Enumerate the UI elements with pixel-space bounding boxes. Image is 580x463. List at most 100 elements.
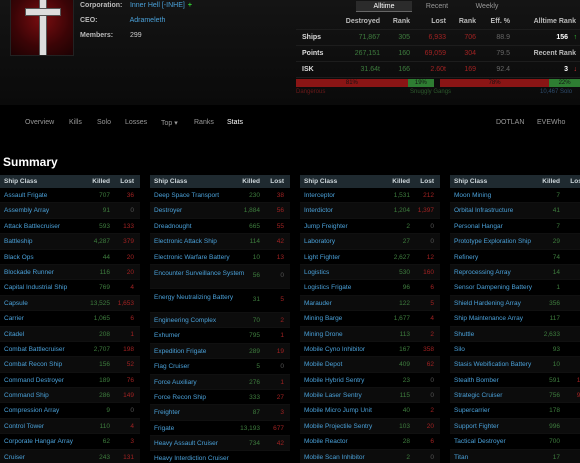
tab-weekly[interactable]: Weekly xyxy=(475,3,499,10)
ship-class-link[interactable]: Exhumer xyxy=(154,332,181,340)
nav-solo[interactable]: Solo xyxy=(97,119,112,126)
ship-class-link[interactable]: Attack Battlecruiser xyxy=(4,222,60,230)
ship-class-link[interactable]: Carrier xyxy=(4,315,24,323)
lost-count: 3 xyxy=(130,438,134,446)
ship-class-link[interactable]: Stealth Bomber xyxy=(454,376,499,384)
members-row: Members: 299 xyxy=(80,31,142,41)
lost-count: 131 xyxy=(123,453,134,461)
ship-class-link[interactable]: Prototype Exploration Ship xyxy=(454,238,531,246)
nav-dotlan[interactable]: DOTLAN xyxy=(496,119,525,126)
ship-class-link[interactable]: Destroyer xyxy=(154,207,183,215)
ship-class-link[interactable]: Support Fighter xyxy=(454,422,499,430)
ship-class-link[interactable]: Citadel xyxy=(4,330,25,338)
corporation-row: Corporation: Inner Hell [-INHE] + xyxy=(80,1,192,11)
nav-top-dropdown[interactable]: Top ▾ xyxy=(161,120,178,127)
ship-class-link[interactable]: Mobile Reactor xyxy=(304,438,348,446)
killed-count: 31 xyxy=(252,295,260,303)
ship-class-link[interactable]: Jump Freighter xyxy=(304,222,348,230)
ship-class-link[interactable]: Shield Hardening Array xyxy=(454,299,521,307)
ship-class-link[interactable]: Frigate xyxy=(154,424,175,432)
ship-class-link[interactable]: Command Ship xyxy=(4,392,49,400)
ceo-link[interactable]: Adrameleth xyxy=(129,17,166,24)
ship-class-link[interactable]: Mobile Micro Jump Unit xyxy=(304,407,372,415)
nav-kills[interactable]: Kills xyxy=(69,119,82,126)
ship-class-link[interactable]: Sensor Dampening Battery xyxy=(454,284,533,292)
ship-class-link[interactable]: Silo xyxy=(454,345,465,353)
ship-class-link[interactable]: Dreadnought xyxy=(154,222,192,230)
killed-count: 2 xyxy=(406,453,410,461)
ship-class-link[interactable]: Force Auxiliary xyxy=(154,378,197,386)
killed-count: 10 xyxy=(252,253,260,261)
ship-class-link[interactable]: Logistics xyxy=(304,268,330,276)
ship-class-link[interactable]: Electronic Attack Ship xyxy=(154,238,217,246)
killed-count: 333 xyxy=(249,393,260,401)
ship-class-link[interactable]: Mobile Hybrid Sentry xyxy=(304,376,365,384)
ceo-row: CEO: Adrameleth xyxy=(80,16,165,26)
ship-class-link[interactable]: Heavy Assault Cruiser xyxy=(154,440,218,448)
ship-class-link[interactable]: Ship Maintenance Array xyxy=(454,315,524,323)
ship-class-link[interactable]: Mobile Cyno Inhibitor xyxy=(304,345,366,353)
ship-class-link[interactable]: Mobile Laser Sentry xyxy=(304,392,362,400)
ship-class-link[interactable]: Battleship xyxy=(4,238,33,246)
ship-class-link[interactable]: Heavy Interdiction Cruiser xyxy=(154,455,229,463)
nav-overview[interactable]: Overview xyxy=(25,119,55,126)
ship-class-link[interactable]: Mining Barge xyxy=(304,315,343,323)
ship-class-link[interactable]: Flag Cruiser xyxy=(154,363,190,371)
ship-class-link[interactable]: Shuttle xyxy=(454,330,475,338)
ship-class-link[interactable]: Mining Drone xyxy=(304,330,343,338)
ship-class-link[interactable]: Light Fighter xyxy=(304,253,341,261)
nav-losses[interactable]: Losses xyxy=(125,119,148,126)
tab-alltime[interactable]: Alltime xyxy=(356,1,412,12)
ship-class-link[interactable]: Interceptor xyxy=(304,192,336,199)
ship-class-link[interactable]: Encounter Surveillance System xyxy=(154,269,245,277)
ship-class-link[interactable]: Assault Frigate xyxy=(4,192,48,199)
ship-class-link[interactable]: Reprocessing Array xyxy=(454,268,511,276)
ship-class-link[interactable]: Compression Array xyxy=(4,407,60,415)
ship-class-link[interactable]: Corporate Hangar Array xyxy=(4,438,74,446)
ship-class-link[interactable]: Assembly Array xyxy=(4,207,50,215)
ship-class-link[interactable]: Mobile Depot xyxy=(304,361,343,369)
ship-class-link[interactable]: Laboratory xyxy=(304,238,336,246)
ship-class-link[interactable]: Control Tower xyxy=(4,422,44,430)
ship-class-link[interactable]: Tactical Destroyer xyxy=(454,438,506,446)
dangerous-bar: 81% 19% xyxy=(296,79,434,87)
nav-evewho[interactable]: EVEWho xyxy=(537,119,566,126)
ship-class-link[interactable]: Black Ops xyxy=(4,253,34,261)
nav-ranks[interactable]: Ranks xyxy=(194,119,214,126)
lost-count: 20 xyxy=(126,268,134,276)
ship-class-link[interactable]: Energy Neutralizing Battery xyxy=(154,293,234,301)
ship-class-link[interactable]: Cruiser xyxy=(4,453,25,461)
ship-class-link[interactable]: Force Recon Ship xyxy=(154,393,207,401)
ship-class-link[interactable]: Marauder xyxy=(304,299,332,307)
ship-class-link[interactable]: Expedition Frigate xyxy=(154,347,207,355)
ship-class-link[interactable]: Logistics Frigate xyxy=(304,284,352,292)
ship-class-link[interactable]: Engineering Complex xyxy=(154,316,217,324)
ship-class-link[interactable]: Combat Recon Ship xyxy=(4,361,63,369)
ship-class-link[interactable]: Capital Industrial Ship xyxy=(4,284,68,292)
killed-count: 1,677 xyxy=(393,315,410,323)
ship-class-link[interactable]: Capsule xyxy=(4,299,28,307)
ship-class-link[interactable]: Blockade Runner xyxy=(4,268,54,276)
ship-class-link[interactable]: Orbital Infrastructure xyxy=(454,207,514,215)
ship-class-link[interactable]: Mobile Projectile Sentry xyxy=(304,422,373,430)
ship-class-link[interactable]: Stasis Webification Battery xyxy=(454,361,532,369)
ship-class-link[interactable]: Combat Battlecruiser xyxy=(4,345,65,353)
ship-class-link[interactable]: Electronic Warfare Battery xyxy=(154,253,230,261)
add-icon[interactable]: + xyxy=(187,2,192,9)
ship-class-link[interactable]: Personal Hangar xyxy=(454,222,503,230)
ship-class-link[interactable]: Deep Space Transport xyxy=(154,192,220,199)
ship-class-link[interactable]: Interdictor xyxy=(304,207,333,215)
nav-stats[interactable]: Stats xyxy=(227,119,243,126)
ship-class-link[interactable]: Supercarrier xyxy=(454,407,490,415)
solo-fill: 22% xyxy=(549,79,580,87)
ship-class-link[interactable]: Moon Mining xyxy=(454,192,492,199)
ship-class-link[interactable]: Command Destroyer xyxy=(4,376,64,384)
corporation-link[interactable]: Inner Hell [-INHE] xyxy=(129,2,185,9)
ship-class-link[interactable]: Mobile Scan Inhibitor xyxy=(304,453,365,461)
tab-recent[interactable]: Recent xyxy=(425,3,449,10)
table-row: Logistics Frigate 96 6 xyxy=(300,280,440,296)
ship-class-link[interactable]: Strategic Cruiser xyxy=(454,392,503,400)
ship-class-link[interactable]: Freighter xyxy=(154,409,181,417)
ship-class-link[interactable]: Refinery xyxy=(454,253,479,261)
ship-class-link[interactable]: Titan xyxy=(454,453,469,461)
